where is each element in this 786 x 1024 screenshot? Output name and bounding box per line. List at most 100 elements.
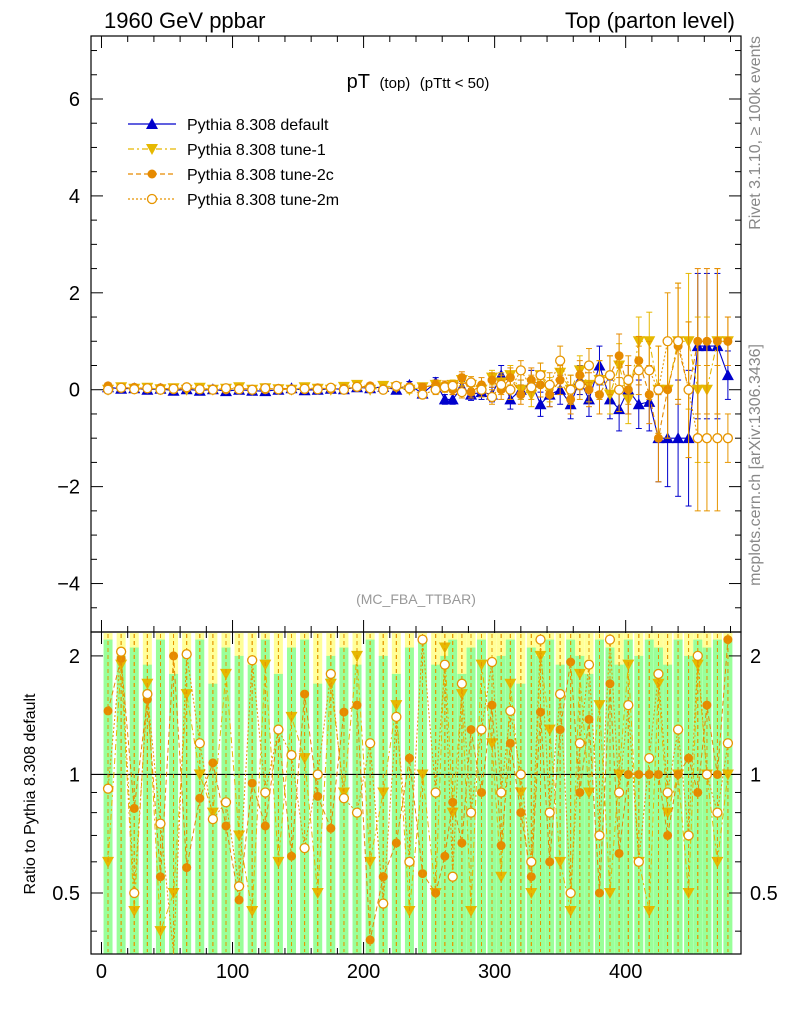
data-point (142, 383, 153, 394)
x-tick-label: 0 (96, 961, 107, 983)
ratio-point (526, 872, 536, 882)
ratio-point (391, 838, 401, 848)
data-point (456, 386, 468, 398)
ratio-point (102, 783, 114, 794)
ratio-point (526, 856, 537, 867)
ratio-y-tick-label: 0.5 (52, 883, 80, 905)
ratio-point (693, 787, 703, 797)
ratio-point (535, 634, 546, 645)
ratio-band-outer (129, 633, 139, 649)
data-point (457, 373, 467, 383)
data-point (466, 387, 476, 397)
legend-label: Pythia 8.308 tune-2m (187, 192, 339, 209)
data-point (515, 365, 526, 376)
ratio-point (712, 807, 723, 818)
header-right: Top (parton level) (565, 8, 735, 33)
ratio-point (312, 769, 323, 780)
x-tick-label: 100 (216, 961, 249, 983)
data-point (487, 375, 497, 385)
ratio-band-inner (702, 647, 712, 954)
ratio-point (378, 898, 389, 909)
ratio-band-outer (273, 633, 283, 675)
data-point (632, 398, 645, 410)
data-point (312, 384, 323, 395)
data-point (168, 383, 179, 394)
ratio-point (404, 753, 414, 763)
ratio-point (439, 659, 450, 670)
ratio-point (575, 787, 585, 797)
ratio-point (326, 823, 336, 833)
ratio-point (364, 856, 377, 868)
ratio-band-outer (221, 633, 231, 649)
ratio-point (364, 738, 376, 749)
data-point (594, 374, 605, 386)
ratio-point (544, 807, 555, 818)
ratio-band-inner (169, 673, 179, 954)
ratio-line (107, 639, 729, 955)
ratio-point (129, 803, 139, 813)
data-point (447, 380, 458, 391)
data-point (701, 433, 713, 444)
legend: Pythia 8.308 default Pythia 8.308 tune-1 P… (128, 117, 339, 209)
data-point (260, 383, 271, 394)
ratio-band-inner (457, 673, 467, 954)
data-point (207, 384, 219, 395)
ratio-point (594, 830, 605, 841)
ratio-point (391, 711, 402, 723)
data-point (194, 384, 205, 395)
ratio-point (496, 787, 507, 798)
y-tick-label: −4 (57, 574, 80, 596)
ratio-point (582, 787, 595, 799)
ratio-band-inner (605, 647, 615, 954)
data-point (404, 383, 415, 394)
ratio-point (573, 668, 586, 680)
ratio-band-outer (404, 633, 414, 649)
ratio-point (219, 668, 232, 680)
data-point (672, 336, 684, 347)
ratio-point (672, 724, 684, 735)
ratio-point (711, 856, 724, 868)
ratio-point (377, 787, 390, 799)
ratio-point (337, 787, 350, 799)
ratio-y-tick-label: 1 (69, 764, 80, 786)
ratio-y-tick-label: 2 (69, 646, 80, 668)
data-point (325, 382, 336, 393)
ratio-point (564, 906, 577, 918)
header-left: 1960 GeV ppbar (104, 8, 265, 33)
data-point (692, 433, 703, 444)
data-point (378, 384, 389, 395)
data-point (653, 384, 664, 395)
ratio-point (430, 787, 441, 798)
ratio-point (447, 871, 458, 882)
data-point (286, 384, 297, 395)
ratio-point (465, 807, 477, 818)
data-point (574, 379, 585, 391)
data-point (273, 384, 284, 395)
ratio-point (594, 888, 604, 898)
ratio-point (486, 656, 498, 668)
ratio-band-inner (653, 647, 663, 954)
ratio-point (604, 634, 616, 645)
x-tick-label: 300 (478, 961, 511, 983)
ratio-point (495, 871, 508, 883)
ratio-point (286, 749, 297, 761)
ratio-point (194, 738, 205, 749)
ratio-point (417, 634, 428, 645)
main-title: pT (top) (pTtt < 50) (347, 71, 490, 93)
ratio-point (477, 787, 487, 797)
data-point (496, 379, 507, 391)
legend-marker (146, 118, 158, 129)
data-point (220, 383, 232, 394)
labels: 1960 GeV ppbar Top (parton level) pT (to… (22, 8, 764, 895)
ratio-series-2 (102, 634, 734, 955)
data-point (247, 384, 258, 395)
ratio-point (431, 888, 441, 898)
y-tick-label: 4 (69, 186, 80, 208)
data-point (721, 369, 734, 381)
ratio-point (683, 830, 694, 841)
data-point (418, 382, 428, 392)
ratio-point (465, 906, 478, 918)
y-tick-label: −2 (57, 477, 80, 499)
ratio-point (566, 657, 576, 667)
ratio-y-tick-label-right: 1 (750, 764, 761, 786)
